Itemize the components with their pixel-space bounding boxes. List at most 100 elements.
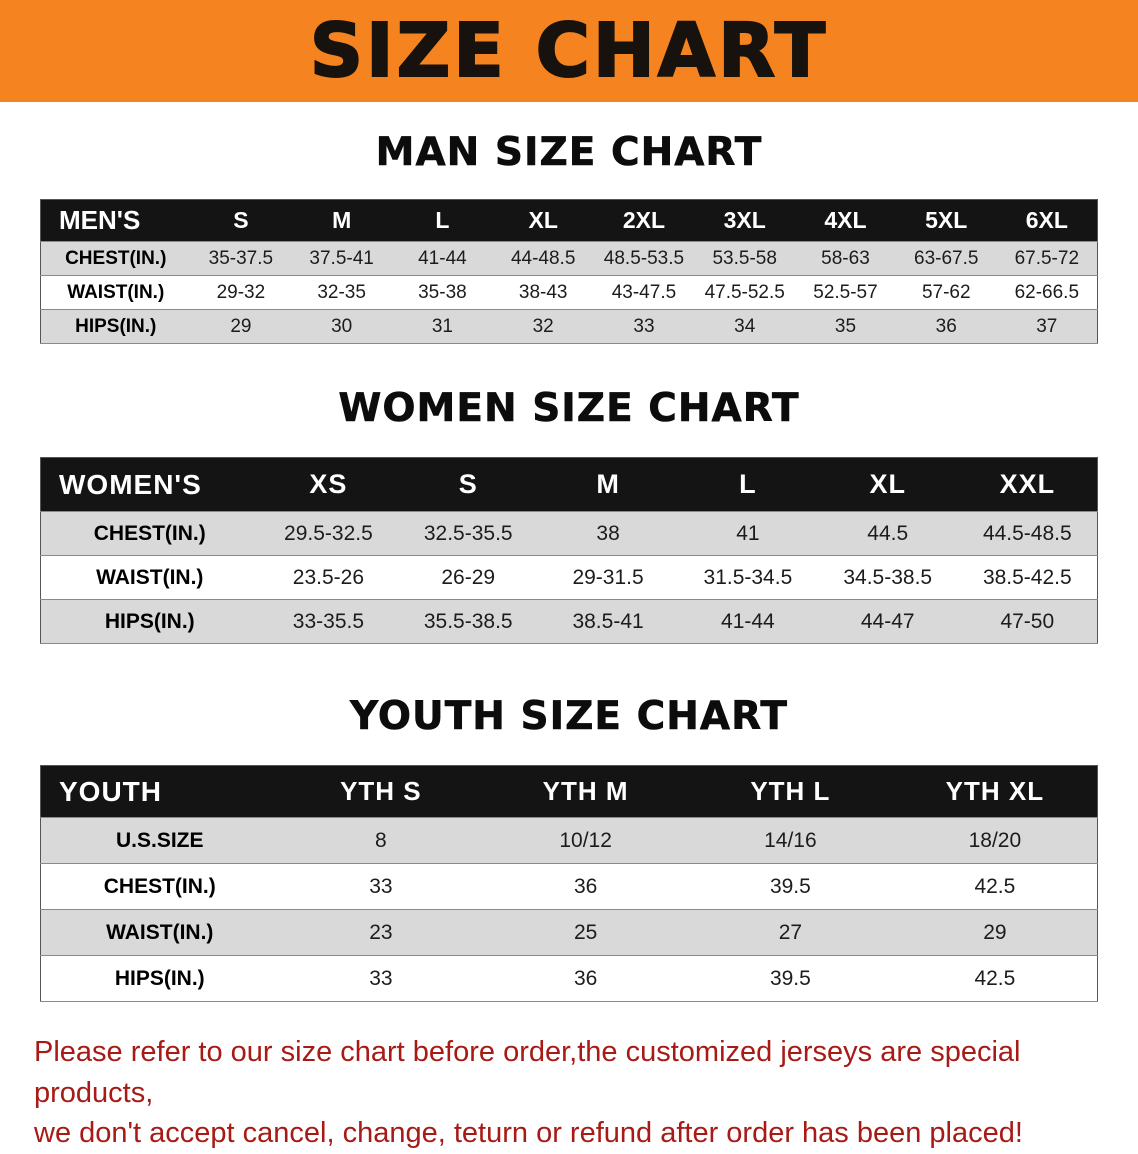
row-label: U.S.SIZE (40, 817, 279, 864)
size-value: 14/16 (688, 817, 893, 864)
table-row: HIPS(IN.) 33-35.5 35.5-38.5 38.5-41 41-44 44-… (40, 599, 1098, 644)
women-size-section: WOMEN SIZE CHART WOMEN'S XS S M L XL XXL CHEST(… (0, 386, 1138, 644)
size-column-header: XL (817, 457, 958, 512)
size-value: 44.5 (817, 511, 958, 556)
size-value: 33-35.5 (258, 599, 399, 644)
size-value: 26-29 (398, 555, 539, 600)
size-value: 67.5-72 (996, 241, 1098, 276)
size-value: 33 (278, 955, 484, 1002)
banner: SIZE CHART (0, 0, 1138, 102)
table-row: HIPS(IN.) 33 36 39.5 42.5 (40, 955, 1098, 1002)
size-value: 58-63 (795, 241, 896, 276)
size-value: 37 (996, 309, 1098, 344)
size-value: 36 (895, 309, 997, 344)
women-size-table: WOMEN'S XS S M L XL XXL CHEST(IN.) 29.5-32.5 32.5… (40, 457, 1098, 644)
size-value: 41 (677, 511, 818, 556)
size-value: 29 (892, 909, 1098, 956)
table-corner-label: MEN'S (40, 199, 191, 242)
size-column-header: XS (258, 457, 399, 512)
size-value: 52.5-57 (795, 275, 896, 310)
size-value: 48.5-53.5 (593, 241, 695, 276)
table-row: CHEST(IN.) 29.5-32.5 32.5-35.5 38 41 44.5 44.5… (40, 511, 1098, 556)
row-label: CHEST(IN.) (40, 863, 279, 910)
table-corner-label: WOMEN'S (40, 457, 259, 512)
row-label: WAIST(IN.) (40, 909, 279, 956)
size-column-header: M (538, 457, 678, 512)
size-value: 35.5-38.5 (398, 599, 539, 644)
men-section-heading: MAN SIZE CHART (375, 130, 763, 176)
size-value: 29-32 (190, 275, 292, 310)
size-column-header: 5XL (895, 199, 997, 242)
size-column-header: M (291, 199, 393, 242)
size-value: 25 (483, 909, 688, 956)
size-value: 29 (190, 309, 292, 344)
size-value: 37.5-41 (291, 241, 393, 276)
size-value: 41-44 (677, 599, 818, 644)
size-value: 53.5-58 (694, 241, 796, 276)
youth-section-heading: YOUTH SIZE CHART (350, 694, 788, 740)
size-value: 32 (492, 309, 594, 344)
size-value: 30 (291, 309, 393, 344)
size-value: 44.5-48.5 (957, 511, 1098, 556)
row-label: CHEST(IN.) (40, 241, 191, 276)
page-title: SIZE CHART (309, 8, 829, 94)
row-label: WAIST(IN.) (40, 275, 191, 310)
disclaimer: Please refer to our size chart before or… (0, 1032, 1138, 1154)
table-header-row: YOUTH YTH S YTH M YTH L YTH XL (40, 765, 1098, 818)
size-value: 38.5-41 (538, 599, 678, 644)
row-label: CHEST(IN.) (40, 511, 259, 556)
row-label: HIPS(IN.) (40, 599, 259, 644)
size-value: 39.5 (688, 955, 893, 1002)
size-value: 31 (392, 309, 493, 344)
men-size-table: MEN'S S M L XL 2XL 3XL 4XL 5XL 6XL CHEST(IN.) 35-37… (40, 199, 1098, 344)
size-value: 29-31.5 (538, 555, 678, 600)
size-value: 23.5-26 (258, 555, 399, 600)
size-value: 38.5-42.5 (957, 555, 1098, 600)
size-value: 34.5-38.5 (817, 555, 958, 600)
size-value: 10/12 (483, 817, 688, 864)
size-value: 38-43 (492, 275, 594, 310)
table-row: HIPS(IN.) 29 30 31 32 33 34 35 36 37 (40, 309, 1098, 344)
men-size-section: MAN SIZE CHART MEN'S S M L XL 2XL 3XL 4XL 5XL 6XL… (0, 130, 1138, 344)
size-value: 35 (795, 309, 896, 344)
size-value: 35-38 (392, 275, 493, 310)
size-column-header: L (677, 457, 818, 512)
women-section-heading: WOMEN SIZE CHART (338, 386, 800, 432)
size-value: 33 (278, 863, 484, 910)
size-column-header: XXL (957, 457, 1098, 512)
size-value: 44-48.5 (492, 241, 594, 276)
size-value: 8 (278, 817, 484, 864)
size-value: 36 (483, 863, 688, 910)
table-row: WAIST(IN.) 29-32 32-35 35-38 38-43 43-47.5 47.… (40, 275, 1098, 310)
size-value: 32-35 (291, 275, 393, 310)
table-header-row: WOMEN'S XS S M L XL XXL (40, 457, 1098, 512)
table-row: WAIST(IN.) 23.5-26 26-29 29-31.5 31.5-34.5 34… (40, 555, 1098, 600)
size-column-header: S (398, 457, 539, 512)
row-label: HIPS(IN.) (40, 955, 279, 1002)
row-label: HIPS(IN.) (40, 309, 191, 344)
size-value: 36 (483, 955, 688, 1002)
size-value: 34 (694, 309, 796, 344)
size-value: 57-62 (895, 275, 997, 310)
size-column-header: YTH M (483, 765, 688, 818)
size-column-header: S (190, 199, 292, 242)
table-row: WAIST(IN.) 23 25 27 29 (40, 909, 1098, 956)
youth-size-table: YOUTH YTH S YTH M YTH L YTH XL U.S.SIZE 8 10/12… (40, 765, 1098, 1002)
size-value: 47-50 (957, 599, 1098, 644)
size-column-header: YTH S (278, 765, 484, 818)
size-column-header: XL (492, 199, 594, 242)
size-value: 42.5 (892, 863, 1098, 910)
table-corner-label: YOUTH (40, 765, 279, 818)
table-row: CHEST(IN.) 33 36 39.5 42.5 (40, 863, 1098, 910)
size-column-header: YTH XL (892, 765, 1098, 818)
size-value: 35-37.5 (190, 241, 292, 276)
size-column-header: 4XL (795, 199, 896, 242)
size-value: 38 (538, 511, 678, 556)
size-value: 47.5-52.5 (694, 275, 796, 310)
size-column-header: YTH L (688, 765, 893, 818)
size-value: 31.5-34.5 (677, 555, 818, 600)
size-value: 23 (278, 909, 484, 956)
size-column-header: 2XL (593, 199, 695, 242)
size-value: 44-47 (817, 599, 958, 644)
table-header-row: MEN'S S M L XL 2XL 3XL 4XL 5XL 6XL (40, 199, 1098, 242)
